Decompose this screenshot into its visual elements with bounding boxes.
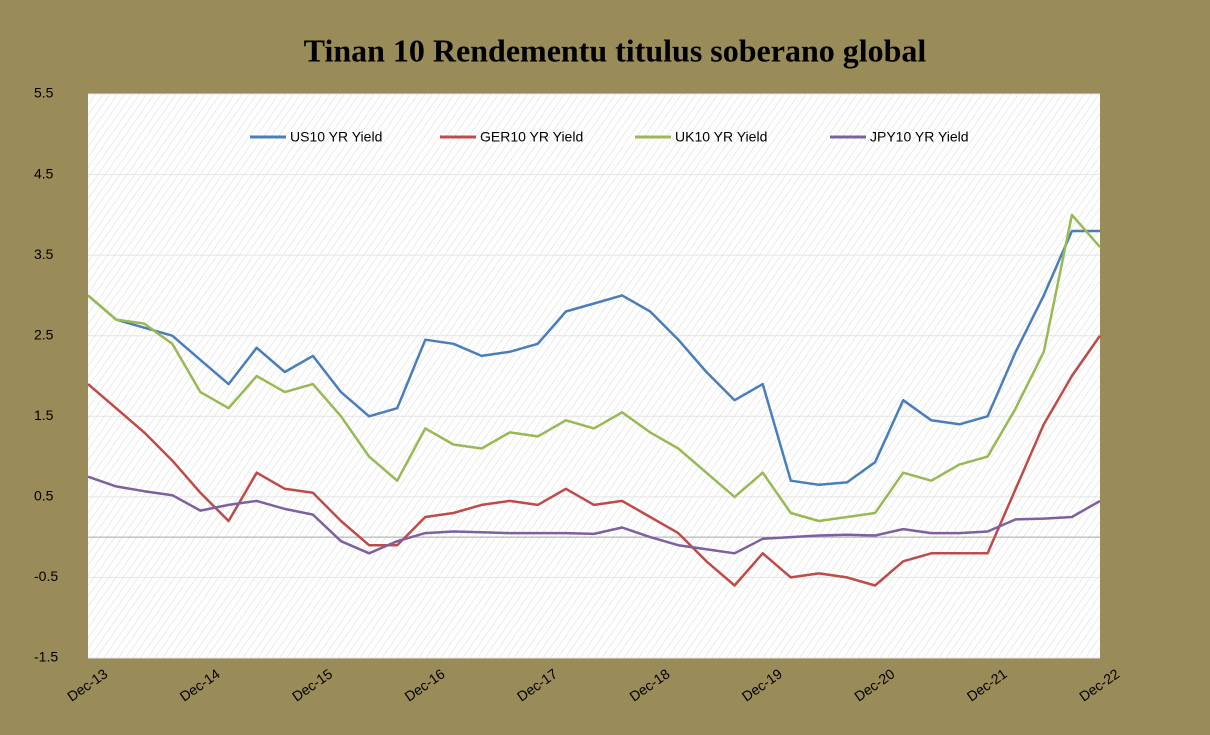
- legend-label: GER10 YR Yield: [480, 129, 583, 145]
- y-tick-label: 2.5: [34, 326, 54, 342]
- legend-label: UK10 YR Yield: [675, 129, 767, 145]
- legend-label: JPY10 YR Yield: [870, 129, 969, 145]
- series-line: [87, 334, 1102, 587]
- y-tick-label: 3.5: [34, 246, 54, 262]
- y-tick-label: 0.5: [34, 488, 54, 504]
- series-line: [87, 229, 1100, 487]
- series-line: [87, 475, 1101, 555]
- plot-area: [88, 94, 1100, 658]
- y-tick-label: 1.5: [34, 407, 54, 423]
- y-tick-label: -0.5: [34, 568, 58, 584]
- y-tick-label: -1.5: [34, 649, 58, 665]
- y-tick-label: 5.5: [34, 85, 54, 101]
- legend-label: US10 YR Yield: [290, 129, 382, 145]
- y-tick-label: 4.5: [34, 165, 54, 181]
- chart-title: Tinan 10 Rendementu titulus soberano glo…: [304, 32, 927, 68]
- series-line: [87, 213, 1101, 523]
